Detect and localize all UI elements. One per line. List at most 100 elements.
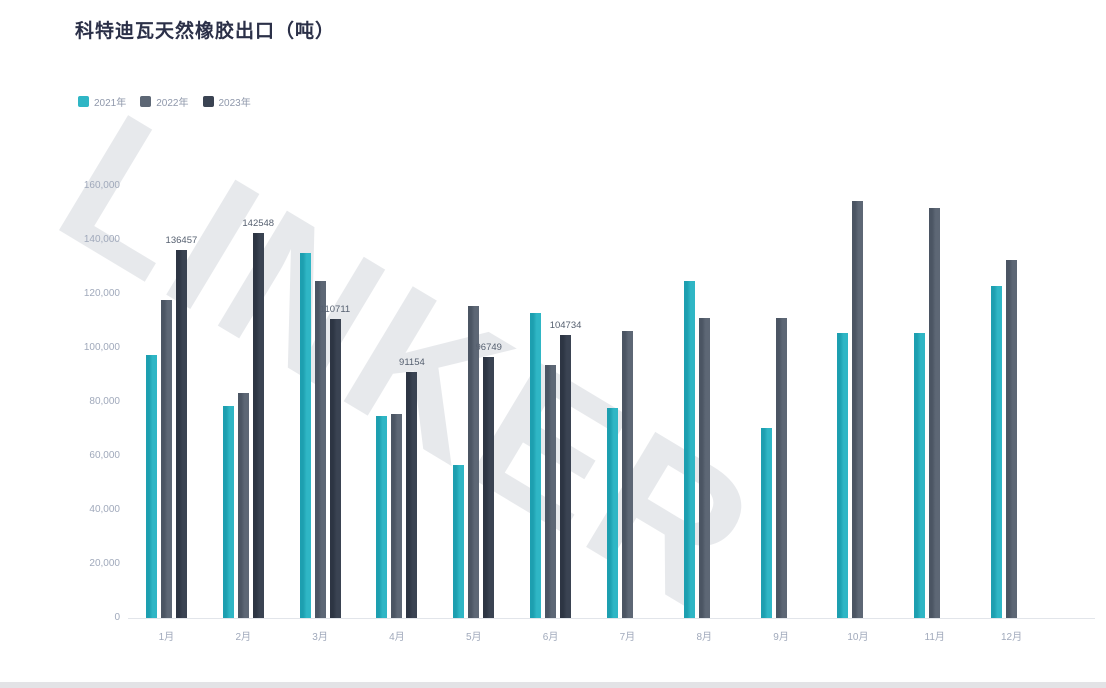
bar-2021年-8月[interactable] [683,281,695,618]
y-axis-tick-label: 80,000 [89,396,120,407]
bar-2021年-6月[interactable] [530,312,542,618]
bar-group-10月 [820,186,897,618]
x-axis-label-6月: 6月 [542,632,559,643]
bar-2022年-12月[interactable] [1006,259,1018,618]
bar-slot [222,186,234,618]
bar-slot [683,186,695,618]
legend-item-2021年[interactable]: 2021年 [78,94,126,109]
y-axis-tick-label: 160,000 [83,180,120,191]
bar-2022年-1月[interactable] [160,299,172,618]
bar-group-11月 [896,186,973,618]
x-axis-label-10月: 10月 [847,632,869,643]
bar-2021年-7月[interactable] [606,407,618,618]
bar-2022年-5月[interactable] [468,305,480,618]
bar-2021年-5月[interactable] [453,464,465,618]
bar-2022年-8月[interactable] [698,318,710,618]
y-axis-tick-label: 100,000 [83,342,120,353]
screen-edge-artifact [0,682,1106,688]
bar-slot [914,186,926,618]
bar-2021年-11月[interactable] [914,332,926,618]
bar-slot [698,186,710,618]
x-axis-label-3月: 3月 [312,632,328,643]
bar-slot [160,186,172,618]
bar-2022年-2月[interactable] [237,393,249,618]
bar-2021年-4月[interactable] [376,416,388,618]
bar-2021年-3月[interactable] [299,252,311,618]
bar-slot [714,186,725,618]
bar-slot [453,186,465,618]
bar-2022年-11月[interactable] [929,207,941,618]
bar-slot: 142548 [242,186,274,618]
bar-group-12月 [973,186,1050,618]
bar-slot [944,186,955,618]
x-axis-label-7月: 7月 [619,632,636,643]
bar-group-4月: 91154 [359,186,436,618]
y-axis-tick-label: 20,000 [89,558,120,569]
bar-slot [1006,186,1018,618]
bar-slot: 110711 [320,186,350,618]
bar-group-7月 [589,186,666,618]
y-axis-tick-label: 140,000 [83,234,120,245]
legend: 2021年 2022年 2023年 [78,94,251,109]
bar-slot [760,186,772,618]
page-title: 科特迪瓦天然橡胶出口（吨） [75,21,336,42]
bar-slot [299,186,311,618]
bar-2021年-2月[interactable] [222,406,234,618]
bar-slot [775,186,787,618]
bar-group-6月: 104734 [512,186,589,618]
bar-slot: 91154 [399,186,425,618]
bar-2023年-6月[interactable] [560,335,572,618]
x-axis-label-8月: 8月 [696,632,713,643]
bar-value-label: 110711 [319,304,351,316]
bar-2021年-12月[interactable] [991,285,1003,618]
legend-marker-icon [140,96,152,107]
bar-2023年-2月[interactable] [252,233,264,618]
bar-slot [376,186,388,618]
bar-value-label: 142548 [242,218,275,230]
x-axis-label-12月: 12月 [1001,632,1023,643]
x-axis-label-4月: 4月 [389,632,405,643]
bar-slot [867,186,878,618]
legend-item-label: 2023年 [218,98,251,109]
bar-2023年-3月[interactable] [329,319,341,618]
legend-item-label: 2022年 [156,98,189,109]
bar-2022年-9月[interactable] [775,318,787,618]
bar-value-label: 136457 [165,234,198,246]
legend-marker-icon [78,96,89,107]
bar-slot [791,186,802,618]
bar-2022年-4月[interactable] [391,413,403,618]
bar-slot [852,186,864,618]
bar-2022年-3月[interactable] [314,281,326,618]
bar-slot [1021,186,1032,618]
bar-2023年-1月[interactable] [175,249,187,618]
x-axis-label-1月: 1月 [158,632,175,643]
x-axis-label-5月: 5月 [465,632,482,643]
plot-area: 136457 142548 110711 91154 96749 104734 [128,186,1095,619]
bar-slot [637,186,648,618]
y-axis-tick-label: 40,000 [89,504,120,515]
legend-item-2022年[interactable]: 2022年 [140,94,189,109]
bar-2021年-10月[interactable] [837,332,849,618]
bar-2023年-4月[interactable] [406,371,418,618]
bar-group-5月: 96749 [435,186,512,618]
bar-2022年-7月[interactable] [621,331,633,618]
legend-item-2023年[interactable]: 2023年 [202,94,251,109]
bar-group-2月: 142548 [205,186,282,618]
bar-slot [606,186,618,618]
bar-2021年-9月[interactable] [760,427,772,618]
x-axis-label-9月: 9月 [773,632,789,643]
bar-2022年-10月[interactable] [852,201,864,618]
bar-2021年-1月[interactable] [145,355,157,618]
bar-slot: 96749 [476,186,502,618]
bar-value-label: 96749 [475,341,502,353]
bar-2022年-6月[interactable] [545,365,557,618]
bar-2023年-5月[interactable] [483,356,495,618]
bar-slot [314,186,326,618]
bar-slot [545,186,557,618]
bar-group-9月 [743,186,820,618]
bar-slot: 104734 [550,186,581,618]
x-axis-line [128,618,1095,619]
bar-slot [530,186,542,618]
